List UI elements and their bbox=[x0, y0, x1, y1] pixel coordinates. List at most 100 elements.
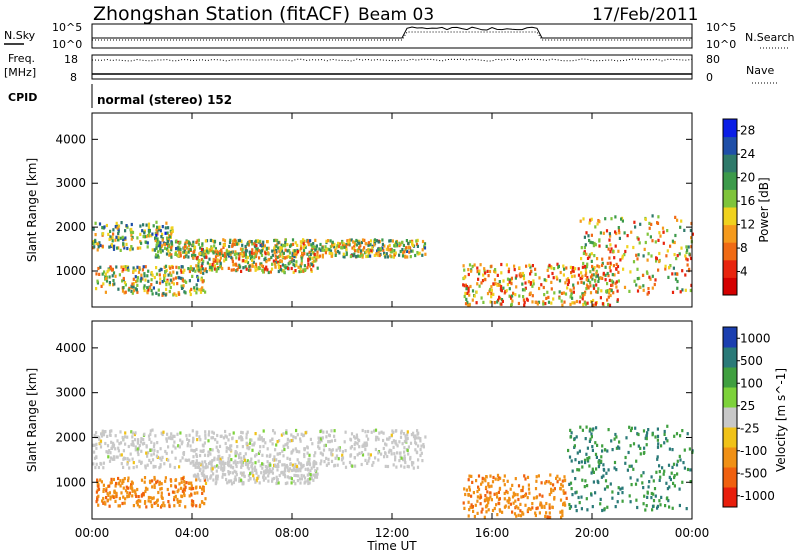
data-cell bbox=[118, 504, 121, 508]
data-cell bbox=[198, 268, 201, 272]
data-cell bbox=[155, 481, 158, 485]
data-cell bbox=[179, 247, 182, 252]
data-cell bbox=[666, 424, 669, 428]
data-cell bbox=[629, 270, 632, 274]
data-cell bbox=[671, 239, 674, 243]
data-cell bbox=[102, 483, 105, 487]
data-cell bbox=[325, 239, 328, 243]
data-cell bbox=[572, 283, 575, 287]
data-cell bbox=[405, 246, 408, 250]
data-cell bbox=[251, 467, 254, 471]
data-cell bbox=[185, 481, 188, 485]
data-cell bbox=[660, 495, 663, 499]
data-cell bbox=[550, 490, 553, 494]
data-cell bbox=[553, 496, 556, 500]
data-cell bbox=[195, 430, 198, 434]
data-cell bbox=[584, 273, 587, 277]
data-cell bbox=[216, 251, 220, 255]
data-cell bbox=[537, 300, 541, 304]
data-cell bbox=[148, 437, 151, 441]
data-cell bbox=[299, 265, 302, 269]
data-cell bbox=[124, 283, 127, 287]
data-cell bbox=[282, 444, 285, 448]
data-cell bbox=[608, 278, 611, 282]
data-cell bbox=[192, 437, 195, 441]
data-cell bbox=[551, 505, 554, 510]
data-cell bbox=[586, 446, 589, 450]
data-cell bbox=[650, 496, 653, 500]
data-cell bbox=[497, 490, 500, 494]
data-cell bbox=[625, 436, 628, 440]
data-cell bbox=[232, 431, 235, 435]
data-cell bbox=[308, 264, 311, 268]
data-cell bbox=[471, 298, 474, 302]
data-cell bbox=[263, 471, 266, 475]
data-cell bbox=[484, 498, 487, 502]
data-cell bbox=[183, 479, 186, 483]
data-cell bbox=[122, 438, 125, 442]
data-cell bbox=[121, 501, 124, 506]
data-cell bbox=[522, 494, 525, 499]
data-cell bbox=[190, 487, 193, 491]
data-cell bbox=[192, 243, 195, 247]
data-cell bbox=[170, 479, 173, 483]
data-cell bbox=[659, 475, 662, 479]
data-cell bbox=[182, 492, 186, 496]
data-cell bbox=[409, 255, 412, 259]
data-cell bbox=[266, 268, 269, 272]
data-cell bbox=[656, 438, 659, 442]
data-cell bbox=[603, 448, 607, 452]
data-cell bbox=[262, 478, 265, 482]
data-cell bbox=[464, 302, 468, 306]
data-cell bbox=[358, 246, 361, 250]
data-cell bbox=[301, 253, 304, 257]
data-cell bbox=[556, 474, 559, 478]
data-cell bbox=[604, 217, 607, 221]
data-cell bbox=[294, 462, 297, 467]
data-cell bbox=[419, 453, 422, 458]
data-cell bbox=[467, 286, 470, 290]
data-cell bbox=[239, 435, 242, 439]
data-cell bbox=[351, 464, 354, 468]
data-cell bbox=[517, 484, 521, 488]
data-cell bbox=[218, 259, 221, 263]
data-cell bbox=[586, 484, 589, 488]
data-cell bbox=[273, 455, 276, 459]
data-cell bbox=[242, 471, 245, 475]
data-cell bbox=[280, 433, 283, 437]
data-cell bbox=[175, 293, 178, 297]
xtick-label: 00:00 bbox=[675, 526, 710, 540]
data-cell bbox=[549, 481, 552, 486]
data-cell bbox=[348, 460, 352, 465]
data-cell bbox=[218, 252, 221, 256]
data-cell bbox=[251, 461, 254, 465]
data-cell bbox=[97, 494, 100, 498]
data-cell bbox=[492, 282, 495, 286]
data-cell bbox=[347, 242, 350, 246]
data-cell bbox=[644, 217, 647, 221]
data-cell bbox=[292, 249, 295, 253]
data-cell bbox=[150, 448, 153, 452]
data-cell bbox=[195, 459, 198, 463]
data-cell bbox=[617, 486, 620, 490]
data-cell bbox=[636, 505, 639, 510]
data-cell bbox=[226, 481, 229, 485]
data-cell bbox=[404, 437, 407, 441]
data-cell bbox=[121, 435, 124, 440]
data-cell bbox=[309, 469, 312, 473]
data-cell bbox=[379, 247, 382, 251]
power-colorbar-label: Power [dB] bbox=[757, 177, 771, 242]
data-cell bbox=[540, 283, 543, 287]
data-cell bbox=[112, 283, 115, 287]
data-cell bbox=[680, 246, 683, 250]
data-cell bbox=[673, 484, 676, 488]
data-cell bbox=[157, 293, 160, 297]
data-cell bbox=[205, 249, 209, 253]
data-cell bbox=[328, 448, 331, 452]
data-cell bbox=[496, 283, 499, 287]
data-cell bbox=[475, 301, 478, 305]
data-cell bbox=[674, 215, 677, 219]
data-cell bbox=[598, 238, 601, 242]
data-cell bbox=[185, 240, 188, 244]
data-cell bbox=[315, 475, 319, 479]
